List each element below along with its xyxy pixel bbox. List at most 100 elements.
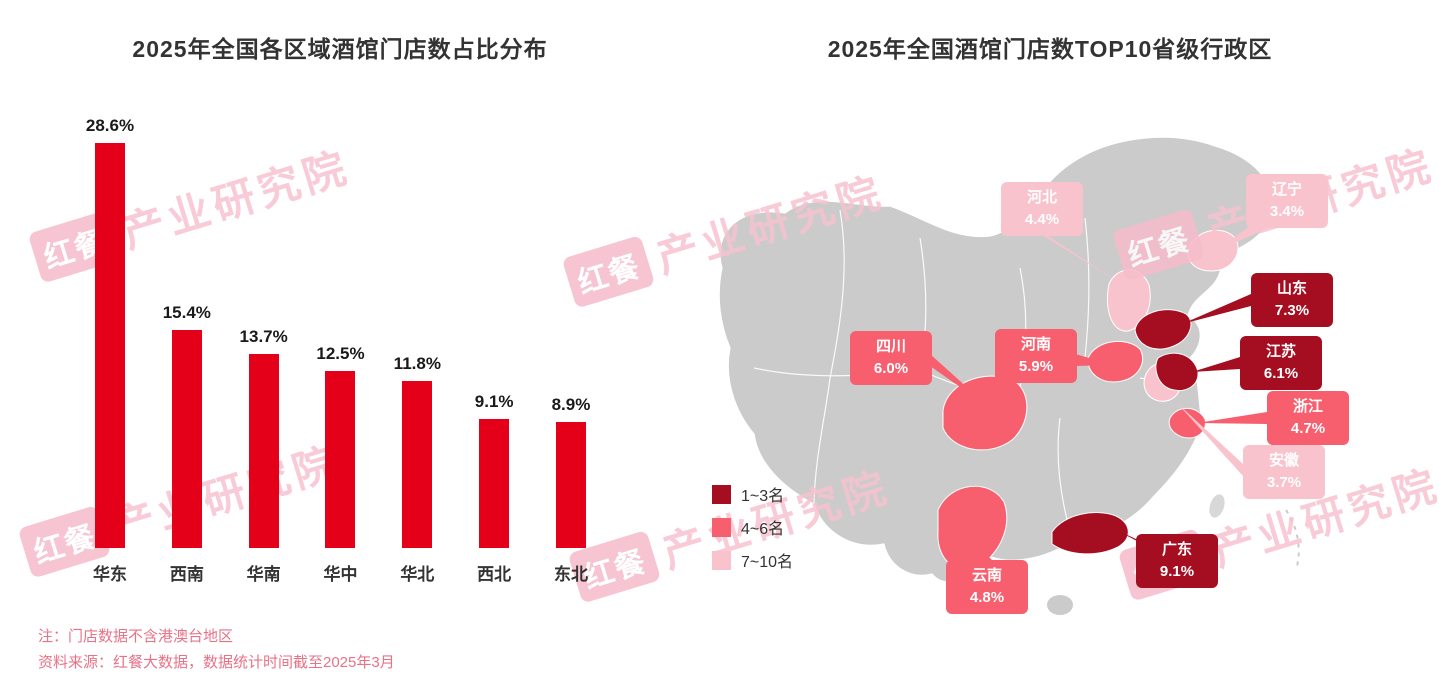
bar-category-label: 东北 [553,565,588,584]
bar-group: 8.9% 东北 [539,103,603,585]
bar-category-label: 西南 [169,565,204,584]
bar [402,381,433,548]
map-legend: 1~3名 4~6名 7~10名 [712,482,793,581]
bar-category-label: 华东 [93,565,127,584]
bar [325,371,356,548]
bar [94,143,125,548]
callout-region-name: 山东 [1276,280,1307,297]
bar-value-label: 11.8% [393,354,441,373]
island-hainan [1047,595,1073,615]
tail-shandong [1182,294,1251,324]
callout-region-value: 4.4% [1024,210,1060,228]
callout-region-name: 浙江 [1292,398,1323,415]
tail-liaoning [1212,222,1268,253]
footnote-line1: 注：门店数据不含港澳台地区 [38,628,234,645]
bar-stack: 9.1% [475,103,514,548]
tail-jiangsu [1192,357,1240,372]
bar-group: 9.1% 西北 [462,103,526,585]
bar-chart: 28.6% 华东 15.4% 西南 13.7% 华南 12.5% 华中 11.8% 华北 9.1% 西… [78,100,603,585]
legend-label: 4~6名 [741,521,785,538]
bar-stack: 8.9% [551,103,591,548]
callout-region-name: 四川 [875,338,906,355]
legend-row-rank4-6: 4~6名 [712,515,793,539]
south-sea-dash-line [1285,509,1300,571]
callout-region-value: 6.0% [873,359,909,377]
bar-stack: 28.6% [86,103,134,548]
legend-label: 1~3名 [741,488,785,505]
map-chart-title: 2025年全国酒馆门店数TOP10省级行政区 [827,36,1273,62]
callout-region-value: 3.4% [1269,202,1305,220]
tail-hebei [1034,230,1120,283]
map-callout-shandong: 山东 7.3% [1251,273,1333,327]
map-callout-zhejiang: 浙江 4.7% [1267,391,1349,445]
callout-region-name: 江苏 [1265,343,1296,360]
tail-zhejiang [1197,412,1267,424]
province-shandong [1134,309,1192,350]
bar-group: 12.5% 华中 [308,103,372,585]
province-zhejiang [1168,407,1206,439]
callout-region-name: 河北 [1026,189,1057,206]
bar-stack: 13.7% [240,103,288,548]
province-sichuan [942,375,1028,451]
bar-category-label: 华中 [323,565,358,584]
tail-anhui [1177,403,1243,476]
bar [171,330,202,548]
legend-label: 7~10名 [741,554,794,571]
bar [248,354,279,548]
bar-value-label: 8.9% [551,395,591,414]
bar-category-label: 华北 [400,565,435,584]
callout-region-value: 9.1% [1159,562,1195,580]
callout-region-value: 4.7% [1290,419,1326,437]
bar-chart-title: 2025年全国各区域酒馆门店数占比分布 [132,36,548,62]
map-callout-yunnan: 云南 4.8% [946,560,1028,614]
bar-group: 15.4% 西南 [155,103,219,585]
tail-henan [1075,354,1114,366]
bar [479,419,510,548]
footnotes: 注：门店数据不含港澳台地区 资料来源：红餐大数据，数据统计时间截至2025年3月 [38,624,395,675]
callout-region-name: 安徽 [1268,452,1299,469]
province-yunnan [937,485,1008,571]
map-callout-liaoning: 辽宁 3.4% [1246,174,1328,228]
map-callout-anhui: 安徽 3.7% [1243,445,1325,499]
legend-swatch-rank1-3 [712,484,731,504]
map-callout-sichuan: 四川 6.0% [850,331,932,385]
map-callout-guangdong: 广东 9.1% [1136,534,1218,588]
bar-stack: 15.4% [163,103,211,548]
map-callout-hebei: 河北 4.4% [1001,182,1083,236]
bar-category-label: 华南 [246,565,281,584]
bar-value-label: 9.1% [474,392,514,411]
legend-row-rank7-10: 7~10名 [712,548,793,572]
callout-region-name: 辽宁 [1271,181,1302,198]
tail-yunnan [978,546,992,560]
bar-stack: 11.8% [394,103,441,548]
callout-region-value: 6.1% [1263,364,1299,382]
tail-sichuan [930,354,990,408]
callout-region-value: 3.7% [1266,473,1302,491]
bar-value-label: 15.4% [162,303,211,322]
bar-value-label: 12.5% [316,344,365,363]
legend-swatch-rank7-10 [712,550,731,570]
bar-stack: 12.5% [316,103,365,548]
island-taiwan [1209,494,1225,518]
bar [555,422,586,548]
province-jiangsu [1155,352,1199,391]
province-henan [1087,340,1144,383]
callout-region-name: 广东 [1161,541,1192,558]
callout-region-value: 5.9% [1018,357,1054,375]
callout-region-value: 4.8% [969,588,1005,606]
callout-region-value: 7.3% [1274,301,1310,319]
map-callout-henan: 河南 5.9% [995,329,1077,383]
bar-category-label: 西北 [477,565,512,584]
map-callout-jiangsu: 江苏 6.1% [1240,336,1322,390]
footnote-line2: 资料来源：红餐大数据，数据统计时间截至2025年3月 [38,653,395,671]
callout-region-name: 河南 [1020,336,1051,353]
bar-value-label: 13.7% [239,327,288,346]
legend-row-rank1-3: 1~3名 [712,482,793,506]
callout-region-name: 云南 [971,567,1002,584]
bar-group: 28.6% 华东 [78,103,142,585]
legend-swatch-rank4-6 [712,517,731,537]
bar-group: 11.8% 华北 [385,103,449,585]
bar-value-label: 28.6% [85,116,135,135]
bar-group: 13.7% 华南 [232,103,296,585]
